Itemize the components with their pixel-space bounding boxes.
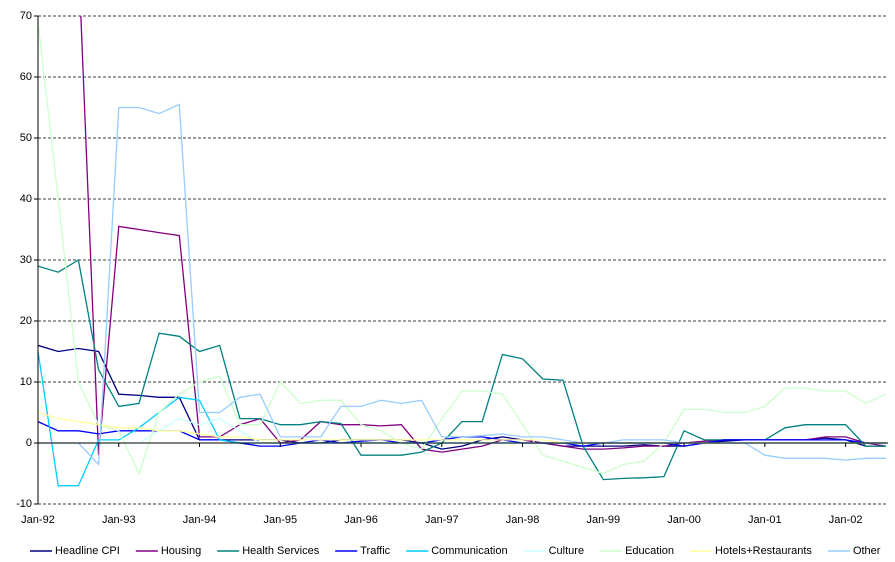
x-tick-label: Jan-97 [425, 514, 459, 526]
x-tick-label: Jan-00 [667, 514, 701, 526]
legend-label: Hotels+Restaurants [715, 545, 812, 557]
x-tick-label: Jan-01 [748, 514, 782, 526]
series-line [38, 103, 886, 466]
series-line [80, 16, 887, 456]
legend-label: Housing [161, 545, 201, 557]
x-tick-label: Jan-95 [263, 514, 297, 526]
y-tick-label: 10 [20, 376, 32, 388]
legend: Headline CPI Housing Health Services Traffi… [30, 545, 881, 557]
series-line [38, 351, 886, 487]
x-tick-label: Jan-96 [344, 514, 378, 526]
series-line [38, 22, 887, 476]
y-tick-label: 50 [20, 132, 32, 144]
y-tick-label: 40 [20, 193, 32, 205]
y-tick-label: 20 [20, 315, 32, 327]
legend-label: Traffic [360, 545, 390, 557]
legend-label: Health Services [242, 545, 320, 557]
y-tick-label: 60 [20, 71, 32, 83]
x-tick-label: Jan-94 [183, 514, 217, 526]
axes: -10 0 10 20 30 40 50 60 70 Jan-92 Jan-93 Jan-94 Jan-… [16, 10, 888, 526]
legend-label: Other [853, 545, 881, 557]
plot-area [38, 16, 887, 487]
x-tick-label: Jan-92 [21, 514, 55, 526]
y-tick-label: 70 [20, 10, 32, 22]
legend-label: Education [625, 545, 674, 557]
legend-label: Communication [431, 545, 507, 557]
series-line [38, 344, 886, 450]
x-tick-label: Jan-99 [587, 514, 621, 526]
legend-label: Headline CPI [55, 545, 120, 557]
x-tick-label: Jan-02 [829, 514, 863, 526]
legend-label: Culture [549, 545, 584, 557]
y-tick-label: 0 [26, 437, 32, 449]
y-tick-label: -10 [16, 498, 32, 510]
x-tick-label: Jan-98 [506, 514, 540, 526]
x-tick-label: Jan-93 [102, 514, 136, 526]
y-tick-label: 30 [20, 254, 32, 266]
